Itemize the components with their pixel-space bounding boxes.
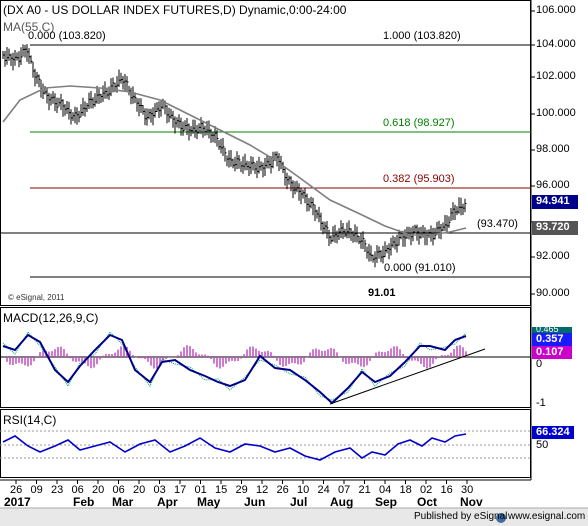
fib-0-left-label: 0.000 (103.820) xyxy=(28,30,106,42)
day-label: 18 xyxy=(400,484,412,496)
month-label: Nov xyxy=(460,495,483,509)
day-label: 30 xyxy=(461,484,473,496)
day-label: 07 xyxy=(338,484,350,496)
rsi-line xyxy=(2,433,467,461)
month-label: Apr xyxy=(157,495,178,509)
chart-title: (DX A0 - US DOLLAR INDEX FUTURES,D) Dyna… xyxy=(3,3,347,17)
price-tick: 98.000 xyxy=(536,143,570,155)
copyright: © eSignal, 2011 xyxy=(8,293,65,302)
day-label: 17 xyxy=(174,484,186,496)
low-label: 91.01 xyxy=(368,287,396,299)
day-label: 16 xyxy=(441,484,453,496)
fib-382-label: 0.382 (95.903) xyxy=(383,173,455,185)
month-label: 2017 xyxy=(4,495,31,509)
macd-value-tag-box xyxy=(532,333,572,346)
day-label: 01 xyxy=(195,484,207,496)
day-label: 06 xyxy=(72,484,84,496)
day-label: 09 xyxy=(31,484,43,496)
day-label: 20 xyxy=(92,484,104,496)
macd-value-tag: 0.357 xyxy=(536,333,564,345)
macd-hidden-tag: 0.465 xyxy=(536,324,559,334)
time-axis-ticks: 26 09 23 06 20 06 20 03 17 01 15 29 12 26 10 24 07 21 04 18… xyxy=(10,480,473,496)
day-label: 26 xyxy=(10,484,22,496)
day-label: 26 xyxy=(277,484,289,496)
esignal-logo-icon xyxy=(496,513,506,523)
macd-tick-minus1: -1 xyxy=(536,397,546,409)
price-tick: 90.000 xyxy=(536,287,570,299)
price-bars xyxy=(2,44,467,268)
macd-line xyxy=(2,333,467,405)
month-label: Mar xyxy=(112,495,134,509)
day-label: 24 xyxy=(318,484,330,496)
day-label: 03 xyxy=(154,484,166,496)
rsi-tag: 66.324 xyxy=(536,426,570,438)
macd-histogram xyxy=(6,345,467,369)
price-tick: 104.000 xyxy=(536,38,576,50)
macd-trendline xyxy=(329,348,486,405)
day-label: 15 xyxy=(215,484,227,496)
fib-100-label: 1.000 (103.820) xyxy=(383,30,461,42)
month-label: Jul xyxy=(290,495,308,509)
price-tick: 96.000 xyxy=(536,179,570,191)
ma-price-tag: 93.720 xyxy=(536,221,570,233)
ma-price-tag-box xyxy=(532,221,578,235)
ma-55-line xyxy=(2,85,467,236)
footer-published: Published by eSignal xyxy=(414,511,508,522)
day-label: 04 xyxy=(379,484,391,496)
rsi-legend: RSI(14,C) xyxy=(3,413,57,427)
day-label: 10 xyxy=(297,484,309,496)
day-label: 12 xyxy=(256,484,268,496)
last-price-tag-box xyxy=(532,195,578,209)
macd-signal-tag-box xyxy=(532,346,572,359)
month-label: Feb xyxy=(73,495,95,509)
month-label: Aug xyxy=(330,495,354,509)
fib-0-bottom-label: 0.000 (91.010) xyxy=(384,262,456,274)
price-tick: 100.000 xyxy=(536,107,576,119)
macd-legend: MACD(12,26,9,C) xyxy=(3,311,99,325)
support-93470-label: (93.470) xyxy=(477,218,518,230)
day-label: 23 xyxy=(51,484,63,496)
day-label: 29 xyxy=(236,484,248,496)
macd-hidden-tag-box xyxy=(532,327,572,338)
fib-618-label: 0.618 (98.927) xyxy=(383,117,455,129)
month-label: May xyxy=(197,495,221,509)
day-label: 06 xyxy=(113,484,125,496)
price-panel-frame xyxy=(0,0,531,306)
price-axis-ticks xyxy=(531,10,535,295)
day-label: 02 xyxy=(420,484,432,496)
macd-signal-tag: 0.107 xyxy=(536,346,564,358)
price-tick: 106.000 xyxy=(536,4,576,16)
day-label: 21 xyxy=(359,484,371,496)
macd-signal-line xyxy=(2,331,467,401)
price-tick: 92.000 xyxy=(536,250,570,262)
last-price-tag: 94.941 xyxy=(536,195,570,207)
rsi-tick-50: 50 xyxy=(536,439,549,451)
footer-site: www.esignal.com xyxy=(508,511,586,522)
price-tick: 102.000 xyxy=(536,70,576,82)
ma-legend: MA(55,C) xyxy=(3,20,55,34)
month-label: Sep xyxy=(375,495,398,509)
footer-bar xyxy=(0,508,588,526)
macd-tick-0: 0 xyxy=(536,358,543,370)
month-label: Jun xyxy=(244,495,266,509)
day-label: 20 xyxy=(133,484,145,496)
rsi-panel-frame xyxy=(0,409,531,478)
month-label: Oct xyxy=(417,495,438,509)
rsi-tag-box xyxy=(532,426,574,439)
